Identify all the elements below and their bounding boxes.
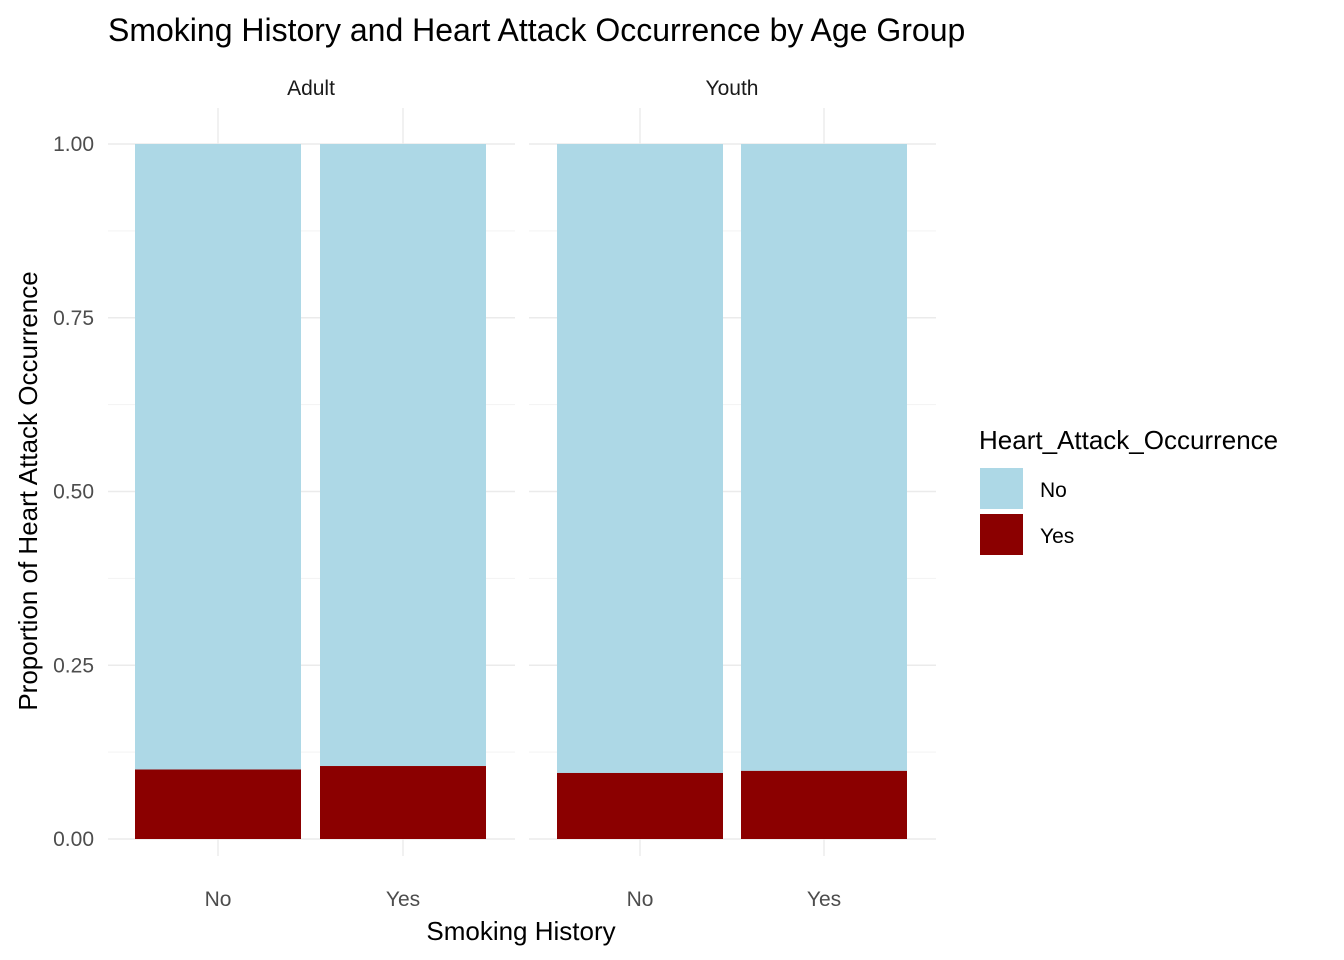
bar-no-youth-no xyxy=(557,144,723,773)
bar-yes-youth-no xyxy=(557,772,723,839)
y-axis-ticks: 0.00 0.25 0.50 0.75 1.00 xyxy=(53,133,94,851)
x-tick-label: No xyxy=(205,888,232,911)
x-tick-label: Yes xyxy=(386,888,420,911)
facet-strip-label: Youth xyxy=(706,77,759,100)
x-axis-title: Smoking History xyxy=(426,916,615,946)
y-tick-label: 0.50 xyxy=(53,481,94,504)
y-axis-title: Proportion of Heart Attack Occurrence xyxy=(13,271,43,710)
legend-key-no xyxy=(980,468,1023,509)
facet-panel-youth: Youth No Yes xyxy=(529,77,936,911)
y-tick-label: 0.75 xyxy=(53,307,94,330)
y-tick-label: 0.00 xyxy=(53,828,94,851)
bar-no-adult-no xyxy=(135,144,301,770)
chart-title: Smoking History and Heart Attack Occurre… xyxy=(108,12,965,48)
x-tick-label: No xyxy=(627,888,654,911)
legend-key-yes xyxy=(980,514,1023,555)
legend-title: Heart_Attack_Occurrence xyxy=(979,425,1278,455)
bar-yes-adult-yes xyxy=(320,766,486,839)
bar-yes-youth-yes xyxy=(741,770,907,839)
bar-no-youth-yes xyxy=(741,144,907,771)
facet-strip-label: Adult xyxy=(287,77,335,100)
facet-panel-adult: Adult No Yes xyxy=(108,77,515,911)
bar-no-adult-yes xyxy=(320,144,486,767)
bar-yes-adult-no xyxy=(135,769,301,839)
x-tick-label: Yes xyxy=(807,888,841,911)
legend: Heart_Attack_Occurrence No Yes xyxy=(979,425,1278,555)
legend-label-yes: Yes xyxy=(1040,525,1074,548)
chart-panels: Adult No Yes Youth No Yes xyxy=(108,77,936,911)
y-tick-label: 0.25 xyxy=(53,654,94,677)
legend-label-no: No xyxy=(1040,479,1067,502)
y-tick-label: 1.00 xyxy=(53,133,94,156)
